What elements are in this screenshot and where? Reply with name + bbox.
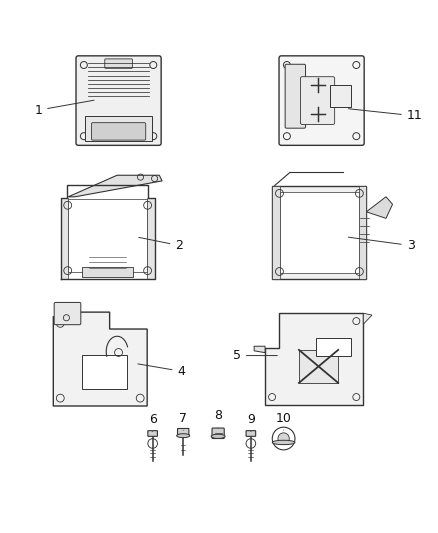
Bar [316, 338, 351, 357]
FancyBboxPatch shape [92, 123, 146, 140]
Polygon shape [363, 313, 372, 324]
Ellipse shape [177, 434, 190, 438]
Bar [82, 268, 134, 277]
Bar [82, 355, 127, 389]
Bar [330, 85, 351, 107]
Bar [272, 185, 280, 279]
Bar [359, 185, 366, 279]
FancyBboxPatch shape [177, 429, 189, 435]
FancyBboxPatch shape [212, 428, 224, 439]
FancyBboxPatch shape [279, 56, 364, 146]
Bar [280, 192, 359, 273]
Text: 7: 7 [179, 411, 187, 430]
Polygon shape [68, 175, 162, 197]
Text: 11: 11 [348, 109, 423, 123]
FancyBboxPatch shape [300, 77, 335, 125]
Text: 6: 6 [148, 413, 156, 432]
FancyBboxPatch shape [246, 431, 256, 437]
Ellipse shape [211, 434, 225, 439]
Bar [272, 185, 366, 279]
FancyBboxPatch shape [148, 431, 157, 437]
FancyBboxPatch shape [76, 56, 161, 146]
Bar [147, 198, 155, 279]
Polygon shape [265, 313, 363, 405]
Bar [68, 199, 147, 272]
Ellipse shape [272, 440, 295, 445]
FancyBboxPatch shape [105, 59, 132, 68]
FancyBboxPatch shape [54, 302, 81, 325]
Bar [61, 198, 68, 279]
Text: 3: 3 [348, 237, 415, 252]
Bar [85, 116, 152, 141]
Polygon shape [366, 197, 392, 219]
Text: 1: 1 [34, 100, 94, 117]
Text: 4: 4 [138, 364, 185, 378]
Polygon shape [254, 346, 265, 353]
Text: 2: 2 [139, 237, 183, 252]
Text: 9: 9 [247, 413, 255, 432]
Polygon shape [53, 312, 147, 406]
Bar [299, 350, 338, 383]
Circle shape [278, 433, 289, 444]
FancyBboxPatch shape [285, 64, 306, 128]
Text: 10: 10 [276, 411, 292, 430]
Text: 5: 5 [233, 349, 277, 362]
Text: 8: 8 [214, 409, 222, 428]
